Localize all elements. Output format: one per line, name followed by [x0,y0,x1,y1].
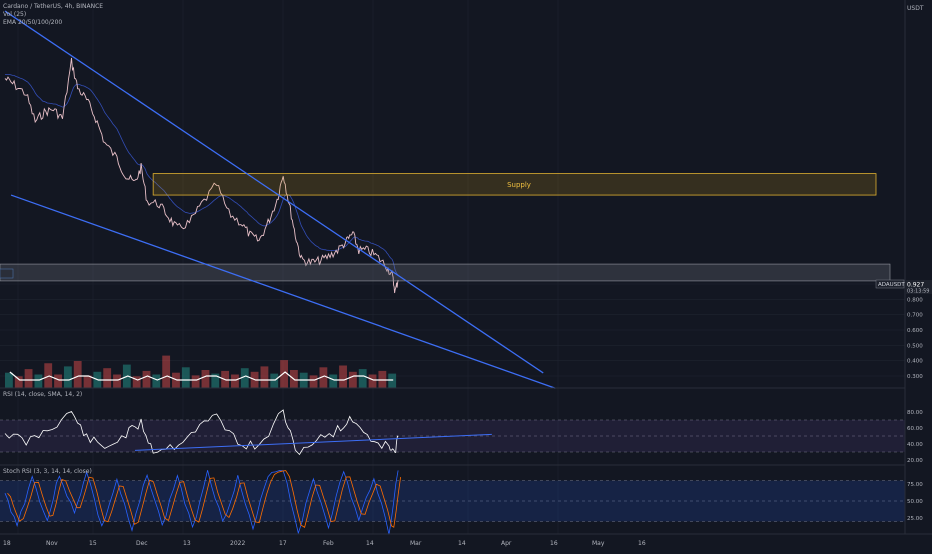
time-tick: 16 [550,540,558,547]
volume-bar [132,376,141,388]
volume-bar [388,373,397,388]
trendline-upper[interactable] [4,10,544,374]
volume-bar [231,374,239,388]
stoch-d-line [7,470,401,529]
volume-ma-line [9,371,394,381]
supply-label: Supply [507,181,531,189]
price-tag [905,280,932,294]
volume-bar [201,370,210,388]
price-tag-countdown: 03:13:59 [907,289,929,295]
time-tick: Nov [46,540,58,547]
volume-bar [339,365,347,388]
price-label: ADAUSDT 0.927 03:13:59 [875,279,932,295]
demand-zone-handle[interactable] [0,268,14,279]
time-tick: 18 [3,540,11,547]
price-axis-currency: USDT [907,5,924,12]
rsi-tick: 20.00 [907,458,923,464]
rsi-axis-ticks: 80.00 60.00 40.00 20.00 [907,410,923,464]
time-tick: 14 [366,540,374,547]
price-tick: 0.800 [907,297,923,303]
time-tick: 13 [183,540,191,547]
volume-bar [162,355,171,388]
time-axis-ticks[interactable]: 18 Nov 15 Dec 13 2022 17 Feb 14 Mar 14 Apr 16 May 16 [3,540,646,547]
volume-bar [142,370,151,388]
volume-bar [191,375,200,388]
volume-bar [172,372,180,388]
price-tick: 0.500 [907,343,923,349]
stoch-legend[interactable]: Stoch RSI (3, 3, 14, 14, close) [3,468,92,475]
volume-bar [260,366,269,388]
volume-bar [270,373,279,388]
volume-bar [348,371,357,388]
volume-bar [103,368,112,388]
trendline-lower[interactable] [10,194,556,389]
time-tick: 16 [638,540,646,547]
time-tick: 17 [279,540,287,547]
time-tick: 14 [458,540,466,547]
rsi-line [4,409,399,456]
time-tick: Mar [410,540,422,547]
volume-bar [14,376,23,388]
stoch-tick: 50.00 [907,499,923,505]
price-label-symbol: ADAUSDT [878,282,905,288]
rsi-trendline[interactable] [135,433,492,451]
volume-bar [329,374,338,388]
price-tick: 0.600 [907,328,923,334]
volume-bar [358,369,367,388]
volume-bar [5,372,13,388]
time-tick: 15 [89,540,97,547]
volume-bar [309,375,318,388]
volume-bar [24,369,33,388]
time-tick: 2022 [230,540,245,547]
price-tag-value: 0.927 [907,282,924,289]
stoch-k-line [4,470,399,535]
volume-bar [240,368,249,388]
stoch-tick: 25.00 [907,516,923,522]
time-tick: May [592,540,605,547]
volume-bar [73,361,82,388]
rsi-tick: 40.00 [907,442,923,448]
volume-bar [34,374,43,388]
volume-bar [113,374,121,388]
supply-zone[interactable] [152,173,877,196]
time-tick: Feb [323,540,334,547]
rsi-tick: 60.00 [907,426,923,432]
stoch-axis-ticks: 75.00 50.00 25.00 [907,482,923,522]
time-tick: Apr [501,540,512,547]
chart-title[interactable]: Cardano / TetherUS, 4h, BINANCE [3,3,104,10]
rsi-tick: 80.00 [907,410,923,416]
volume-bar [211,373,220,388]
rsi-legend[interactable]: RSI (14, close, SMA, 14, 2) [3,391,83,398]
volume-legend[interactable]: Vol (25) [3,11,27,18]
price-tick: 0.400 [907,359,923,365]
volume-bar [63,366,72,388]
price-tick: 0.300 [907,374,923,380]
time-tick: Dec [136,540,148,547]
price-tick: 0.700 [907,313,923,319]
volume-bar [280,360,288,388]
volume-bar [44,363,53,388]
volume-bar [54,374,62,388]
volume-bar [368,374,377,388]
volume-bar [181,367,190,388]
volume-bar [152,374,161,388]
volume-bar [83,375,92,388]
volume-bar [319,367,328,388]
demand-zone[interactable] [0,263,891,282]
ema-legend[interactable]: EMA 20/50/100/200 [3,19,63,26]
stoch-tick: 75.00 [907,482,923,488]
